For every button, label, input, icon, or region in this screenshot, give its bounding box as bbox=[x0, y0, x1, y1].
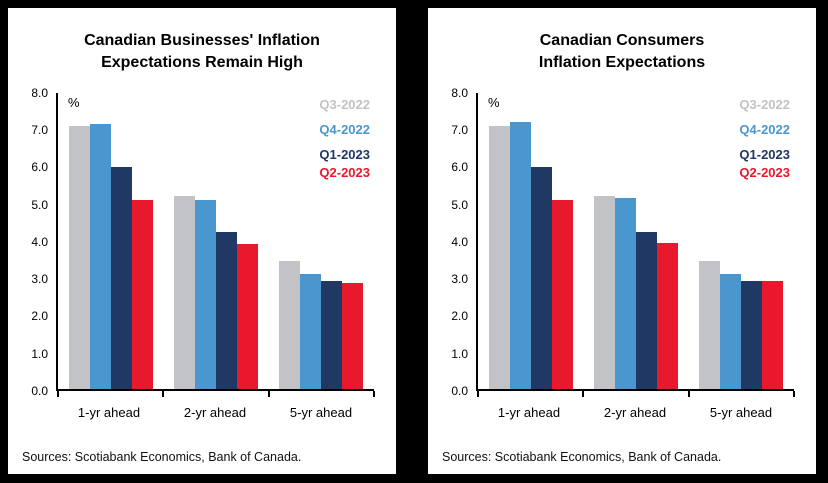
bar-Q2-2023-5-yr-ahead bbox=[762, 281, 784, 389]
y-axis-label: 3.0 bbox=[451, 272, 468, 287]
y-axis-label: 4.0 bbox=[31, 234, 48, 249]
y-axis-label: 4.0 bbox=[451, 234, 468, 249]
bar-group-1-yr-ahead bbox=[478, 93, 583, 389]
y-axis-label: 2.0 bbox=[451, 309, 468, 324]
bar-Q4-2022-5-yr-ahead bbox=[720, 274, 742, 389]
bar-Q2-2023-1-yr-ahead bbox=[551, 200, 573, 389]
bar-group-2-yr-ahead bbox=[163, 93, 268, 389]
bar-groups bbox=[478, 93, 794, 389]
bar-group-5-yr-ahead bbox=[269, 93, 374, 389]
chart-panel-consumers: Canadian Consumers Inflation Expectations… bbox=[428, 8, 816, 474]
legend-entry-Q4-2022: Q4-2022 bbox=[319, 121, 370, 137]
chart-panel-businesses: Canadian Businesses' Inflation Expectatio… bbox=[8, 8, 396, 474]
bar-Q3-2022-2-yr-ahead bbox=[173, 196, 195, 389]
bar-chart-consumers: 0.0 1.0 2.0 3.0 4.0 5.0 6.0 7.0 8.0 1-yr ahead 2-y… bbox=[438, 85, 806, 437]
legend: Q3-2022 Q4-2022 Q1-2023 Q2-2023 bbox=[319, 97, 370, 190]
legend-entry-Q2-2023: Q2-2023 bbox=[319, 164, 370, 180]
y-axis-label: 8.0 bbox=[31, 85, 48, 100]
bar-Q3-2022-5-yr-ahead bbox=[279, 261, 301, 389]
bar-Q4-2022-1-yr-ahead bbox=[509, 122, 531, 389]
bar-Q1-2023-1-yr-ahead bbox=[530, 166, 552, 389]
bar-chart-businesses: 0.0 1.0 2.0 3.0 4.0 5.0 6.0 7.0 8.0 1-yr ahead 2-y… bbox=[18, 85, 386, 437]
bar-Q3-2022-1-yr-ahead bbox=[68, 126, 90, 389]
chart-title-line-1: Canadian Consumers bbox=[539, 32, 705, 49]
bar-Q1-2023-5-yr-ahead bbox=[741, 281, 763, 389]
y-axis-label: 7.0 bbox=[31, 123, 48, 138]
x-axis-tick bbox=[477, 390, 479, 397]
legend: Q3-2022 Q4-2022 Q1-2023 Q2-2023 bbox=[739, 97, 790, 190]
y-axis-label: 0.0 bbox=[451, 383, 468, 398]
x-axis-tick bbox=[793, 390, 795, 397]
chart-title-line-1: Canadian Businesses' Inflation bbox=[84, 32, 320, 49]
plot-area bbox=[56, 92, 375, 397]
x-axis-tick bbox=[373, 390, 375, 397]
sources-note: Sources: Scotiabank Economics, Bank of C… bbox=[442, 450, 722, 464]
x-axis-tick bbox=[582, 390, 585, 397]
bar-Q3-2022-2-yr-ahead bbox=[593, 196, 615, 389]
x-axis-labels: 1-yr ahead 2-yr ahead 5-yr ahead bbox=[56, 399, 374, 420]
bar-Q1-2023-1-yr-ahead bbox=[110, 166, 132, 389]
x-axis-category-label: 5-yr ahead bbox=[709, 404, 773, 420]
x-axis-category-label: 1-yr ahead bbox=[497, 404, 561, 420]
x-axis-category-label: 5-yr ahead bbox=[289, 404, 353, 420]
bar-Q2-2023-1-yr-ahead bbox=[131, 200, 153, 389]
x-axis-labels: 1-yr ahead 2-yr ahead 5-yr ahead bbox=[476, 399, 794, 420]
bar-Q4-2022-5-yr-ahead bbox=[300, 274, 322, 389]
bar-Q4-2022-2-yr-ahead bbox=[194, 200, 216, 389]
bar-groups bbox=[58, 93, 374, 389]
bar-Q2-2023-2-yr-ahead bbox=[236, 244, 258, 389]
x-axis-tick bbox=[57, 390, 59, 397]
y-axis-unit-label: % bbox=[68, 94, 80, 110]
bar-Q4-2022-2-yr-ahead bbox=[614, 198, 636, 389]
legend-entry-Q4-2022: Q4-2022 bbox=[739, 121, 790, 137]
bar-group-1-yr-ahead bbox=[58, 93, 163, 389]
y-axis-label: 6.0 bbox=[451, 160, 468, 175]
x-axis-category-label: 1-yr ahead bbox=[77, 404, 141, 420]
bar-Q3-2022-5-yr-ahead bbox=[699, 261, 721, 389]
bar-Q2-2023-2-yr-ahead bbox=[656, 242, 678, 389]
x-axis-category-label: 2-yr ahead bbox=[603, 404, 667, 420]
y-axis-label: 3.0 bbox=[31, 272, 48, 287]
chart-title-businesses: Canadian Businesses' Inflation Expectatio… bbox=[84, 30, 320, 75]
plot-area bbox=[476, 92, 795, 397]
y-axis-label: 0.0 bbox=[31, 383, 48, 398]
y-axis-label: 8.0 bbox=[451, 85, 468, 100]
y-axis-label: 7.0 bbox=[451, 123, 468, 138]
legend-entry-Q2-2023: Q2-2023 bbox=[739, 164, 790, 180]
y-axis-label: 1.0 bbox=[31, 346, 48, 361]
bar-group-2-yr-ahead bbox=[583, 93, 688, 389]
y-axis-label: 5.0 bbox=[31, 197, 48, 212]
legend-entry-Q3-2022: Q3-2022 bbox=[739, 96, 790, 112]
bar-Q2-2023-5-yr-ahead bbox=[342, 283, 364, 389]
x-axis-category-label: 2-yr ahead bbox=[183, 404, 247, 420]
x-axis-tick bbox=[267, 390, 270, 397]
bar-Q1-2023-2-yr-ahead bbox=[635, 231, 657, 389]
bar-Q1-2023-2-yr-ahead bbox=[215, 231, 237, 389]
x-axis-tick bbox=[162, 390, 165, 397]
legend-entry-Q3-2022: Q3-2022 bbox=[319, 96, 370, 112]
y-axis-label: 5.0 bbox=[451, 197, 468, 212]
sources-note: Sources: Scotiabank Economics, Bank of C… bbox=[22, 450, 302, 464]
y-axis-label: 6.0 bbox=[31, 160, 48, 175]
chart-title-consumers: Canadian Consumers Inflation Expectations bbox=[539, 30, 705, 75]
legend-entry-Q1-2023: Q1-2023 bbox=[739, 146, 790, 162]
bar-Q4-2022-1-yr-ahead bbox=[89, 124, 111, 389]
bar-Q1-2023-5-yr-ahead bbox=[321, 281, 343, 389]
bar-group-5-yr-ahead bbox=[689, 93, 794, 389]
chart-title-line-2: Expectations Remain High bbox=[101, 54, 303, 72]
y-axis-label: 2.0 bbox=[31, 309, 48, 324]
x-axis-tick bbox=[687, 390, 690, 397]
bar-Q3-2022-1-yr-ahead bbox=[488, 126, 510, 389]
legend-entry-Q1-2023: Q1-2023 bbox=[319, 146, 370, 162]
y-axis-label: 1.0 bbox=[451, 346, 468, 361]
chart-title-line-2: Inflation Expectations bbox=[538, 54, 706, 72]
y-axis-unit-label: % bbox=[488, 94, 500, 110]
